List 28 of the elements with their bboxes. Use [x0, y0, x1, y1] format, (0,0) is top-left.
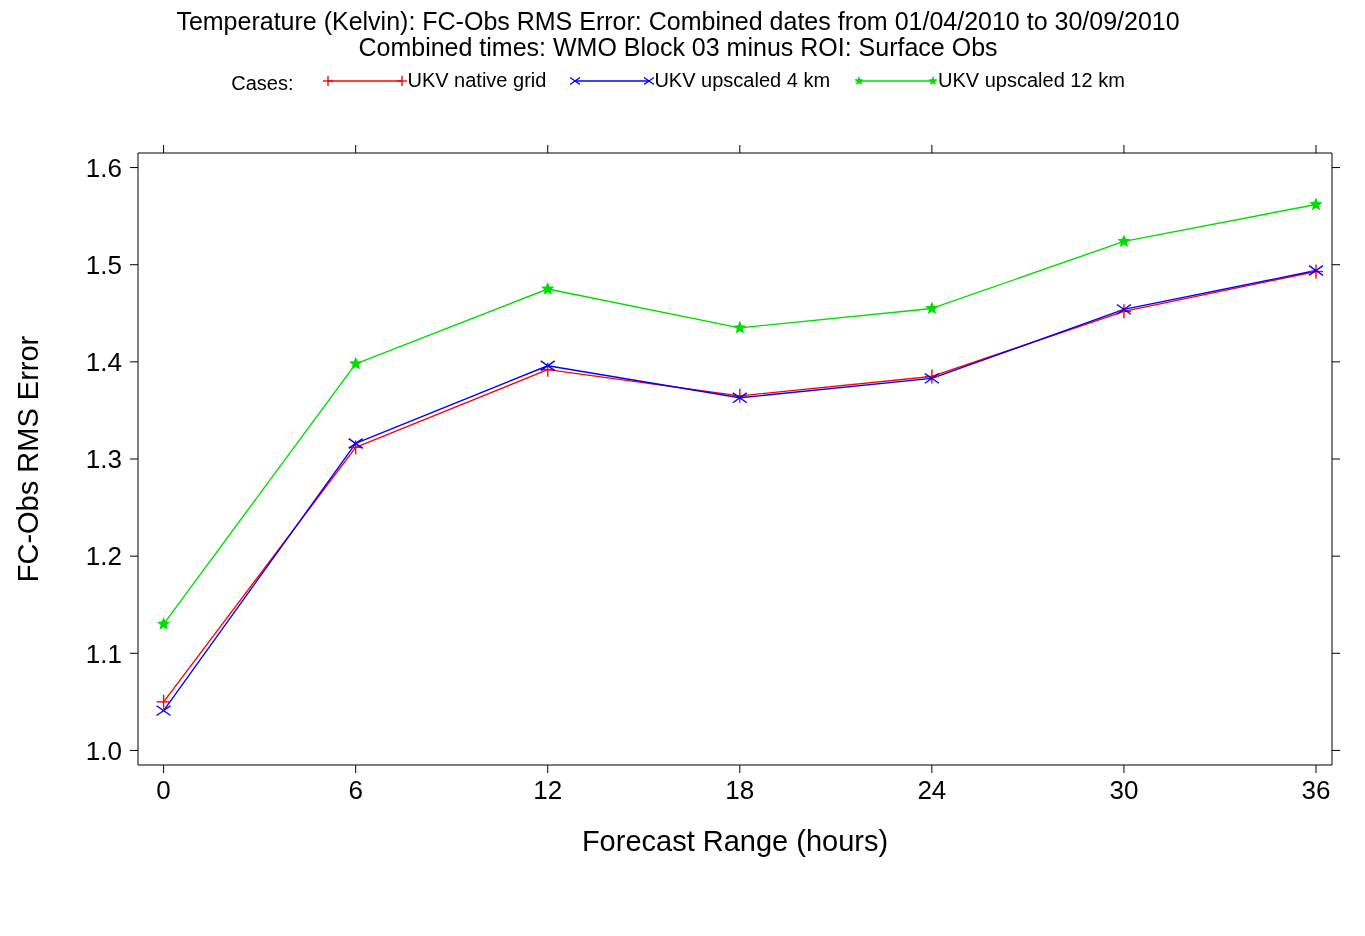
x-tick-label: 12	[533, 775, 563, 806]
legend-label: UKV upscaled 4 km	[654, 69, 831, 92]
point	[1117, 234, 1131, 248]
y-tick-label: 1.3	[85, 444, 122, 475]
point	[156, 617, 171, 630]
legend-label: UKV native grid	[407, 69, 547, 92]
point	[1309, 197, 1323, 211]
chart-title: Temperature (Kelvin): FC-Obs RMS Error: Combined dates from 01/04/2010 to 30/09/2010	[175, 7, 1181, 35]
x-tick-label: 18	[725, 775, 755, 806]
y-tick-label: 1.2	[85, 541, 122, 572]
x-tick-label: 24	[917, 775, 947, 806]
point	[925, 301, 939, 315]
x-tick-label: 6	[348, 775, 363, 806]
y-tick-label: 1.6	[85, 152, 122, 183]
y-tick-label: 1.5	[85, 249, 122, 280]
legend-label: UKV upscaled 12 km	[938, 69, 1125, 92]
x-tick-label: 0	[156, 775, 171, 806]
y-axis-title: FC-Obs RMS Error	[12, 335, 45, 583]
y-tick-label: 1.1	[85, 638, 122, 669]
x-axis-title: Forecast Range (hours)	[581, 825, 889, 857]
legend-title: Cases:	[231, 72, 294, 95]
x-tick-label: 30	[1109, 775, 1139, 806]
point	[349, 356, 363, 370]
point	[733, 320, 747, 334]
y-tick-label: 1.0	[85, 735, 122, 766]
y-tick-label: 1.4	[85, 347, 122, 378]
point	[541, 282, 555, 295]
x-tick-label: 36	[1301, 775, 1331, 806]
